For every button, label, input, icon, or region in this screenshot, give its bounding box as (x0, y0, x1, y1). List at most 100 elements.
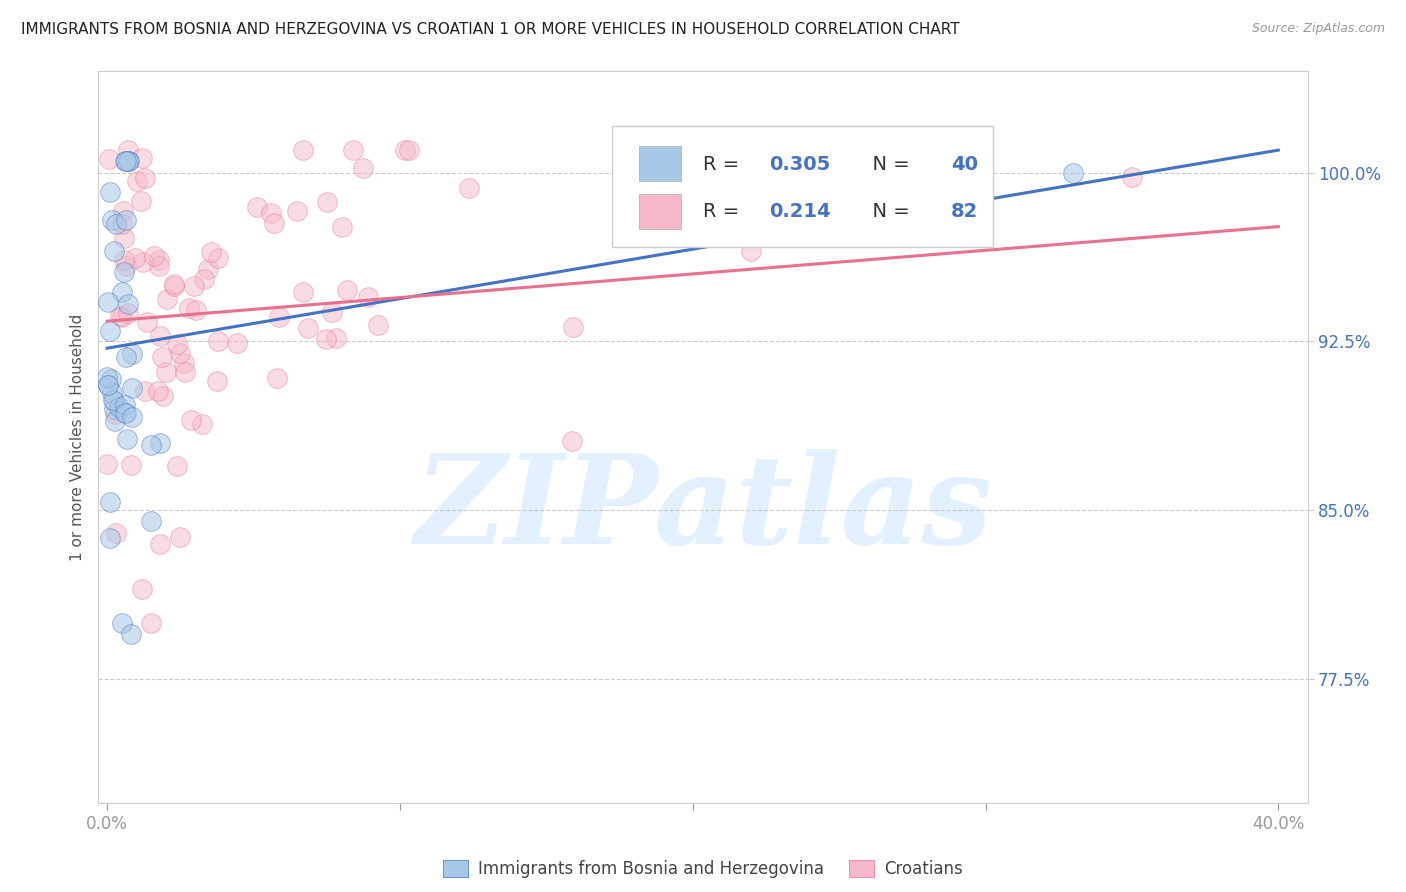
Point (191, 417, 214, 431)
Point (692, 143, 714, 157)
Point (169, 530, 191, 544)
Text: 82: 82 (950, 202, 979, 221)
Point (100, 385, 122, 400)
Point (269, 310, 291, 324)
Point (315, 333, 337, 347)
Point (104, 525, 127, 540)
Point (96, 457, 118, 471)
Point (193, 272, 215, 286)
Point (561, 434, 583, 448)
Point (132, 255, 155, 269)
Point (117, 297, 139, 311)
Point (114, 406, 136, 420)
Point (263, 216, 285, 230)
Point (121, 381, 143, 395)
Point (142, 250, 165, 264)
Point (169, 346, 191, 360)
Text: N =: N = (860, 154, 917, 174)
Point (166, 336, 188, 351)
Point (394, 143, 416, 157)
Point (184, 302, 207, 317)
Point (246, 200, 269, 214)
Point (197, 261, 219, 276)
Point (179, 301, 201, 315)
Y-axis label: 1 or more Vehicles in Household: 1 or more Vehicles in Household (70, 313, 86, 561)
Point (111, 285, 134, 300)
Point (115, 350, 138, 364)
Point (111, 217, 134, 231)
Point (104, 407, 127, 421)
Point (291, 285, 314, 300)
Point (100, 372, 122, 386)
Point (321, 305, 343, 319)
Point (205, 374, 228, 388)
Point (115, 154, 138, 169)
Point (124, 252, 146, 266)
Point (121, 346, 143, 360)
Point (103, 394, 125, 409)
Point (828, 188, 851, 202)
Point (149, 537, 172, 551)
Point (152, 389, 174, 403)
Point (98, 495, 121, 509)
Point (127, 174, 149, 188)
Point (163, 277, 186, 292)
Point (1062, 166, 1084, 180)
Point (114, 154, 136, 169)
Text: R =: R = (703, 154, 745, 174)
Point (292, 143, 315, 157)
Point (148, 259, 170, 273)
Point (146, 384, 169, 398)
Point (131, 151, 153, 165)
Point (297, 320, 319, 334)
Text: IMMIGRANTS FROM BOSNIA AND HERZEGOVINA VS CROATIAN 1 OR MORE VEHICLES IN HOUSEHO: IMMIGRANTS FROM BOSNIA AND HERZEGOVINA V… (21, 22, 960, 37)
Point (114, 398, 136, 412)
Point (150, 351, 173, 365)
Text: 0.305: 0.305 (769, 154, 831, 174)
Point (105, 217, 128, 231)
Point (117, 154, 139, 169)
Point (342, 143, 364, 157)
Point (166, 459, 188, 474)
Point (96, 369, 118, 384)
Point (336, 283, 359, 297)
Point (112, 264, 135, 278)
Text: Source: ZipAtlas.com: Source: ZipAtlas.com (1251, 22, 1385, 36)
Point (260, 206, 283, 220)
Point (325, 331, 347, 345)
FancyBboxPatch shape (638, 194, 682, 228)
Point (398, 143, 420, 157)
Point (103, 244, 125, 258)
Point (457, 181, 479, 195)
Point (155, 365, 177, 379)
Point (115, 432, 138, 446)
Point (367, 318, 389, 332)
Point (200, 245, 222, 260)
Point (139, 438, 162, 452)
Text: 0.214: 0.214 (769, 202, 831, 221)
Point (117, 154, 139, 169)
Text: 40: 40 (950, 154, 979, 174)
Point (107, 400, 129, 414)
Point (149, 435, 172, 450)
FancyBboxPatch shape (613, 126, 993, 247)
Point (136, 316, 159, 330)
Point (562, 320, 585, 334)
Point (117, 306, 139, 320)
Point (139, 615, 162, 630)
Point (148, 252, 170, 267)
Point (97, 378, 120, 392)
Point (226, 336, 249, 351)
Point (183, 279, 205, 293)
Point (121, 410, 143, 425)
Point (207, 251, 229, 265)
Point (97, 294, 120, 309)
Legend: Immigrants from Bosnia and Herzegovina, Croatians: Immigrants from Bosnia and Herzegovina, … (434, 851, 972, 886)
Point (1121, 170, 1143, 185)
Point (316, 194, 339, 209)
Point (131, 582, 153, 596)
Point (100, 212, 122, 227)
Point (117, 143, 139, 157)
Point (112, 252, 135, 267)
Point (266, 371, 288, 385)
